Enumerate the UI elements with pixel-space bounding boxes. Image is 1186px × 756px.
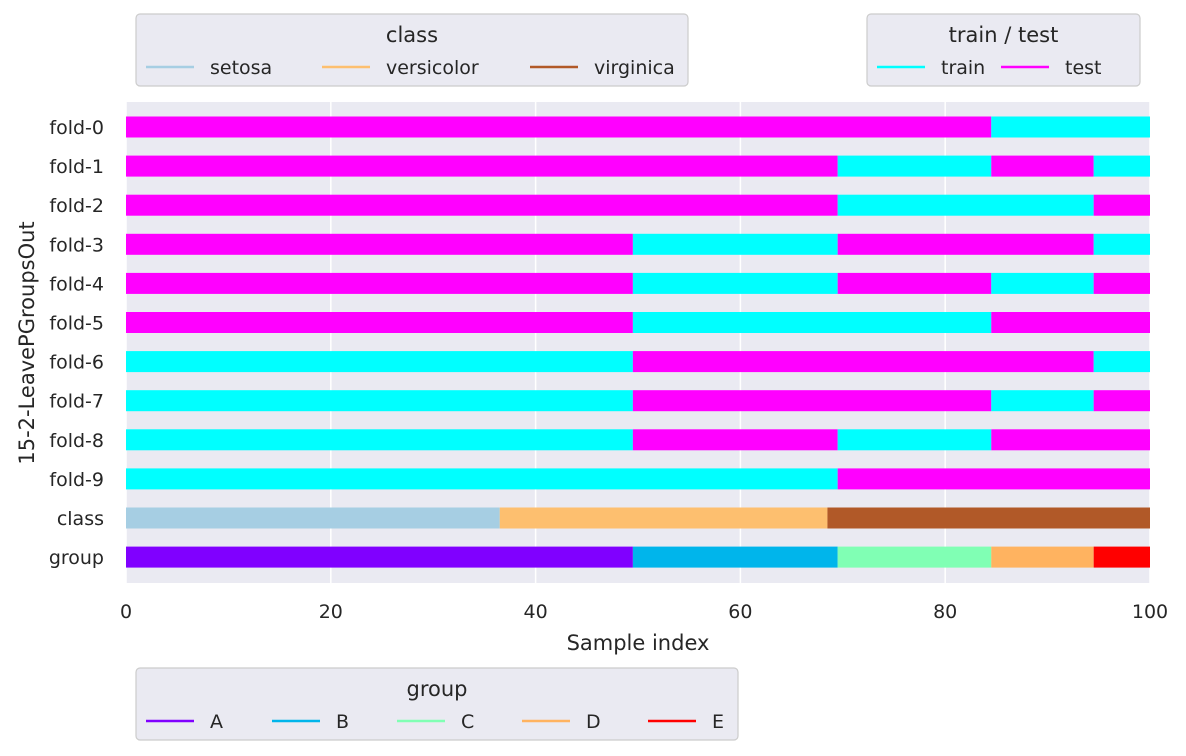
bar-segment bbox=[632, 546, 838, 568]
legend-label: versicolor bbox=[386, 57, 479, 79]
bar-segment bbox=[991, 429, 1150, 451]
bar-segment bbox=[632, 429, 838, 451]
y-axis-label: 15-2-LeavePGroupsOut bbox=[15, 221, 39, 464]
legend-frame bbox=[866, 13, 1141, 87]
bar-segment bbox=[837, 429, 992, 451]
legend-label: E bbox=[712, 711, 724, 733]
bar-segment bbox=[126, 312, 633, 333]
bar-segment bbox=[1093, 546, 1150, 568]
bar-segment bbox=[837, 194, 1094, 216]
y-tick-label: fold-3 bbox=[49, 234, 104, 256]
gridlines bbox=[125, 102, 1151, 583]
bars bbox=[126, 116, 1150, 568]
bar-segment bbox=[632, 233, 838, 255]
bar-segment bbox=[126, 546, 633, 568]
y-tick-label: fold-2 bbox=[49, 195, 104, 217]
legend-class: class setosa versicolor virginica bbox=[135, 13, 689, 87]
bar-segment bbox=[1093, 351, 1150, 373]
legend-label: B bbox=[336, 711, 349, 733]
x-tick-label: 80 bbox=[933, 601, 957, 623]
x-tick-label: 40 bbox=[524, 601, 548, 623]
bar-segment bbox=[827, 507, 1150, 529]
legend-title: group bbox=[407, 677, 468, 701]
bar-segment bbox=[991, 155, 1094, 177]
bar-segment bbox=[991, 390, 1094, 412]
y-tick-label: fold-5 bbox=[49, 313, 104, 335]
legend-title: train / test bbox=[949, 23, 1059, 47]
plot-area bbox=[126, 102, 1150, 583]
bar-segment bbox=[632, 390, 992, 412]
bar-segment bbox=[837, 233, 1094, 255]
x-tick-labels: 0 20 40 60 80 100 bbox=[120, 601, 1168, 623]
legend-label: train bbox=[941, 57, 985, 79]
legend-label: A bbox=[210, 711, 223, 733]
bar-segment bbox=[126, 351, 633, 373]
bar-segment bbox=[991, 272, 1094, 294]
bar-segment bbox=[991, 546, 1094, 568]
bar-segment bbox=[1093, 233, 1150, 255]
bar-segment bbox=[126, 155, 838, 177]
bar-segment bbox=[126, 429, 633, 451]
bar-segment bbox=[1093, 155, 1150, 177]
bar-segment bbox=[1093, 390, 1150, 412]
x-tick-label: 60 bbox=[728, 601, 752, 623]
bar-segment bbox=[126, 507, 500, 529]
bar-segment bbox=[632, 312, 992, 333]
bar-segment bbox=[837, 546, 992, 568]
bar-segment bbox=[991, 312, 1150, 333]
x-tick-label: 20 bbox=[319, 601, 343, 623]
bar-segment bbox=[1093, 194, 1150, 216]
y-tick-label: fold-8 bbox=[49, 430, 104, 452]
y-tick-labels: fold-0 fold-1 fold-2 fold-3 fold-4 fold-5 fold… bbox=[49, 117, 104, 569]
legend-label: test bbox=[1065, 57, 1102, 79]
bar-segment bbox=[991, 116, 1150, 138]
bar-segment bbox=[126, 390, 633, 412]
bar-segment bbox=[837, 272, 992, 294]
bar-segment bbox=[126, 468, 838, 490]
legend-title: class bbox=[386, 23, 438, 47]
y-tick-label: fold-0 bbox=[49, 117, 104, 139]
y-tick-label: fold-4 bbox=[49, 273, 104, 295]
bar-segment bbox=[126, 194, 838, 216]
y-tick-label: fold-9 bbox=[49, 469, 104, 491]
x-axis-label: Sample index bbox=[567, 631, 710, 655]
y-tick-label: class bbox=[57, 508, 104, 530]
legend-label: virginica bbox=[594, 57, 675, 79]
bar-segment bbox=[837, 468, 1150, 490]
bar-segment bbox=[126, 116, 992, 138]
bar-segment bbox=[1093, 272, 1150, 294]
legend-label: C bbox=[461, 711, 474, 733]
y-tick-label: fold-1 bbox=[49, 156, 104, 178]
legend-label: setosa bbox=[210, 57, 272, 79]
y-tick-label: group bbox=[49, 547, 104, 569]
bar-segment bbox=[632, 351, 1094, 373]
legend-train-test: train / test train test bbox=[866, 13, 1141, 87]
x-tick-label: 100 bbox=[1132, 601, 1168, 623]
legend-group: group A B C D E bbox=[135, 667, 739, 741]
bar-segment bbox=[499, 507, 828, 529]
y-tick-label: fold-7 bbox=[49, 391, 104, 413]
bar-segment bbox=[632, 272, 838, 294]
y-tick-label: fold-6 bbox=[49, 352, 104, 374]
bar-segment bbox=[837, 155, 992, 177]
bar-segment bbox=[126, 233, 633, 255]
bar-segment bbox=[126, 272, 633, 294]
x-tick-label: 0 bbox=[120, 601, 132, 623]
legend-label: D bbox=[586, 711, 601, 733]
